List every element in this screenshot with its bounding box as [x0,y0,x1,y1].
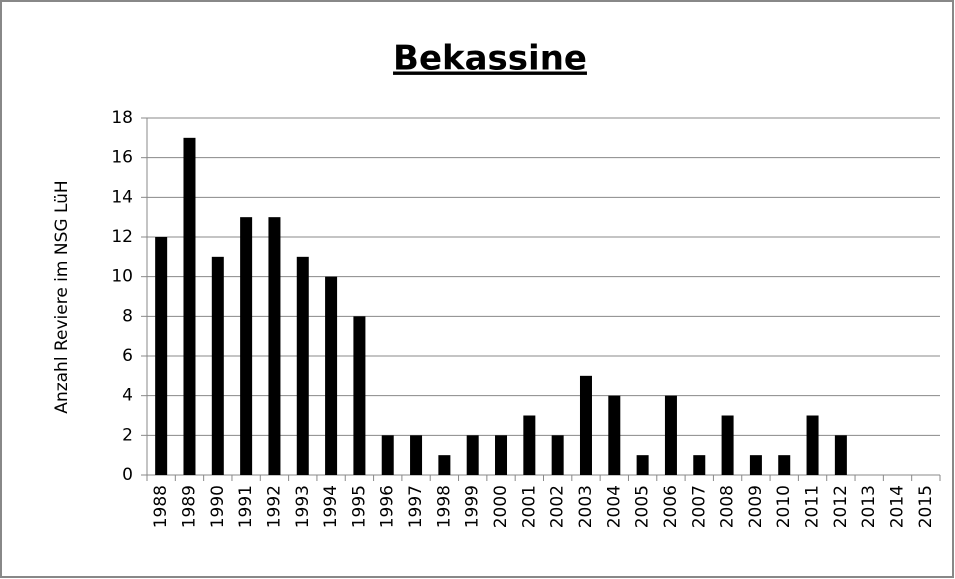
y-tick-label: 16 [111,148,133,168]
bar [806,415,819,475]
x-tick-label: 2005 [633,485,653,528]
x-tick-label: 1988 [151,485,171,528]
bar [410,435,423,475]
x-tick-label: 2003 [576,485,596,528]
bar [834,435,847,475]
bar [466,435,479,475]
x-tick-label: 2006 [661,485,681,528]
bar [721,415,734,475]
x-tick-label: 1992 [264,485,284,528]
bar [523,415,536,475]
bar [749,455,762,475]
bar [438,455,451,475]
y-tick-label: 6 [122,346,133,366]
y-tick-label: 0 [122,465,133,485]
bar [551,435,564,475]
bar [693,455,706,475]
bar [495,435,508,475]
x-tick-label: 2014 [888,485,908,528]
y-tick-label: 10 [111,267,133,287]
x-tick-label: 1989 [179,485,199,528]
x-tick-label: 2007 [689,485,709,528]
bar [608,395,621,475]
x-tick-label: 2009 [746,485,766,528]
bar [353,316,366,475]
x-tick-label: 1995 [349,485,369,528]
bar [579,375,592,475]
x-tick-label: 2001 [519,485,539,528]
x-tick-label: 1991 [236,485,256,528]
y-tick-label: 8 [122,306,133,326]
bar [183,137,196,476]
x-tick-label: 2013 [859,485,879,528]
x-tick-label: 2008 [718,485,738,528]
x-tick-label: 2015 [916,485,936,528]
x-tick-label: 1999 [463,485,483,528]
bar [211,256,224,475]
y-tick-label: 2 [122,425,133,445]
y-tick-label: 12 [111,227,133,247]
bar [325,276,338,475]
y-axis-label: Anzahl Reviere im NSG LüH [52,180,72,413]
bar [296,256,309,475]
bar [240,217,253,475]
chart-title: Bekassine [393,39,587,79]
x-tick-label: 1997 [406,485,426,528]
x-tick-label: 1998 [434,485,454,528]
bar [268,217,281,475]
x-tick-label: 2012 [831,485,851,528]
x-tick-label: 2002 [548,485,568,528]
x-tick-label: 2011 [803,485,823,528]
x-tick-label: 1990 [208,485,228,528]
bar [664,395,677,475]
x-tick-label: 1994 [321,485,341,528]
y-tick-label: 18 [111,108,133,128]
x-tick-label: 2004 [604,485,624,528]
x-tick-label: 1996 [378,485,398,528]
bar [155,237,168,475]
y-tick-label: 4 [122,386,133,406]
bar [636,455,649,475]
x-tick-label: 2000 [491,485,511,528]
bar [381,435,394,475]
bar [778,455,791,475]
x-tick-label: 1993 [293,485,313,528]
y-tick-label: 14 [111,187,133,207]
x-tick-label: 2010 [774,485,794,528]
